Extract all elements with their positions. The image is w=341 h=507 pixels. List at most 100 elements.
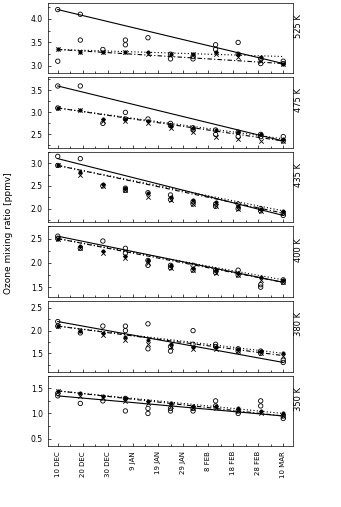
- Point: [213, 202, 218, 210]
- Point: [123, 407, 128, 415]
- Point: [145, 320, 151, 328]
- Point: [55, 317, 60, 325]
- Point: [258, 59, 263, 67]
- Point: [100, 249, 106, 257]
- Point: [213, 202, 218, 210]
- Point: [123, 115, 128, 123]
- Point: [235, 135, 241, 143]
- Point: [258, 207, 263, 215]
- Point: [258, 410, 263, 418]
- Point: [281, 59, 286, 67]
- Point: [168, 261, 173, 269]
- Point: [258, 207, 263, 215]
- Point: [55, 161, 60, 169]
- Text: 380 K: 380 K: [294, 312, 303, 336]
- Point: [281, 211, 286, 220]
- Point: [168, 261, 173, 269]
- Point: [123, 48, 128, 56]
- Point: [190, 128, 196, 136]
- Point: [168, 191, 173, 199]
- Point: [55, 387, 60, 395]
- Point: [55, 82, 60, 90]
- Point: [168, 342, 173, 350]
- Point: [258, 347, 263, 355]
- Point: [55, 387, 60, 395]
- Point: [123, 117, 128, 125]
- Point: [258, 347, 263, 355]
- Point: [145, 259, 151, 267]
- Point: [123, 184, 128, 192]
- Point: [55, 235, 60, 243]
- Point: [168, 50, 173, 58]
- Point: [168, 196, 173, 204]
- Point: [100, 119, 106, 127]
- Point: [123, 187, 128, 195]
- Point: [258, 55, 263, 63]
- Point: [145, 257, 151, 265]
- Point: [100, 331, 106, 339]
- Point: [145, 397, 151, 405]
- Point: [258, 276, 263, 284]
- Point: [281, 207, 286, 215]
- Point: [78, 168, 83, 176]
- Point: [123, 327, 128, 335]
- Point: [100, 48, 106, 56]
- Point: [78, 36, 83, 44]
- Point: [213, 130, 218, 138]
- Point: [100, 48, 106, 56]
- Point: [145, 340, 151, 348]
- Point: [281, 132, 286, 140]
- Point: [190, 198, 196, 206]
- Point: [213, 342, 218, 350]
- Point: [100, 397, 106, 405]
- Point: [78, 244, 83, 252]
- Point: [190, 327, 196, 335]
- Point: [281, 57, 286, 65]
- Point: [78, 106, 83, 114]
- Point: [123, 48, 128, 56]
- Point: [55, 322, 60, 330]
- Point: [190, 196, 196, 204]
- Point: [123, 254, 128, 262]
- Point: [145, 117, 151, 125]
- Point: [235, 347, 241, 355]
- Point: [78, 155, 83, 163]
- Point: [190, 124, 196, 132]
- Point: [235, 345, 241, 353]
- Point: [123, 244, 128, 252]
- Point: [258, 204, 263, 212]
- Point: [100, 117, 106, 125]
- Point: [123, 184, 128, 192]
- Point: [123, 251, 128, 260]
- Point: [168, 55, 173, 63]
- Point: [235, 405, 241, 413]
- Point: [145, 336, 151, 344]
- Point: [213, 48, 218, 56]
- Point: [100, 182, 106, 190]
- Point: [55, 389, 60, 397]
- Point: [258, 204, 263, 212]
- Point: [213, 266, 218, 274]
- Point: [55, 152, 60, 160]
- Point: [235, 204, 241, 212]
- Point: [213, 126, 218, 134]
- Point: [123, 394, 128, 403]
- Point: [168, 50, 173, 58]
- Point: [190, 407, 196, 415]
- Point: [145, 410, 151, 418]
- Point: [55, 392, 60, 400]
- Point: [145, 119, 151, 127]
- Point: [235, 202, 241, 210]
- Point: [168, 122, 173, 130]
- Point: [213, 340, 218, 348]
- Point: [258, 273, 263, 281]
- Point: [123, 41, 128, 49]
- Point: [235, 128, 241, 136]
- Point: [235, 52, 241, 60]
- Point: [55, 235, 60, 243]
- Point: [190, 402, 196, 410]
- Point: [213, 269, 218, 277]
- Point: [213, 269, 218, 277]
- Text: 435 K: 435 K: [294, 163, 303, 187]
- Point: [281, 135, 286, 143]
